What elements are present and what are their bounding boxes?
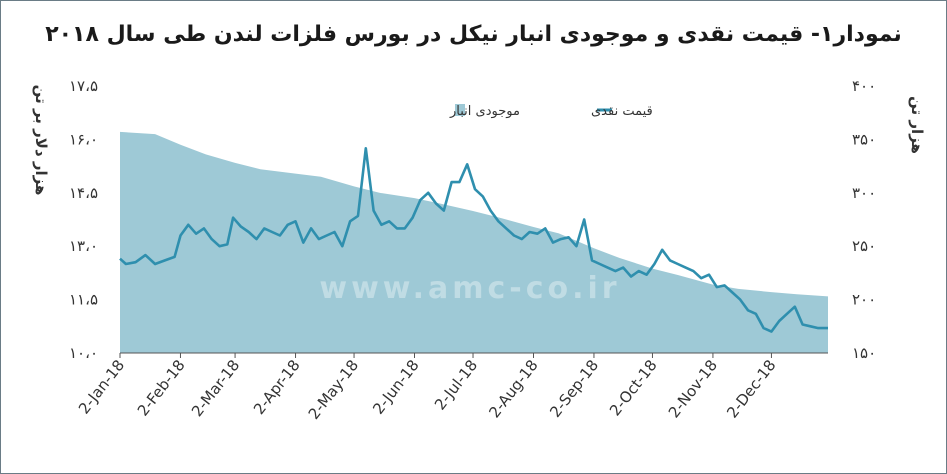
right-tick-label: ۴۰۰ [852,77,876,95]
left-tick-label: ۱۴،۵ [69,184,98,202]
chart-title: نمودار۱- قیمت نقدی و موجودی انبار نیکل د… [45,22,902,47]
right-axis-ticks: ۱۵۰ ۲۰۰ ۲۵۰ ۳۰۰ ۳۵۰ ۴۰۰ [852,77,876,362]
x-tick-label: 2-May-18 [305,356,362,422]
x-tick-label: 2-Jul-18 [431,356,481,413]
inventory-area [120,131,828,353]
x-tick-label: 2-Aug-18 [485,356,541,421]
x-tick-label: 2-Oct-18 [606,356,661,419]
x-tick-label: 2-Sep-18 [546,356,602,420]
x-tick-label: 2-Nov-18 [665,356,721,421]
right-tick-label: ۲۰۰ [852,291,876,309]
right-tick-label: ۳۵۰ [852,130,876,148]
legend-swatch-inventory [455,104,465,116]
left-tick-label: ۱۷،۵ [69,77,98,95]
x-tick-label: 2-Jan-18 [75,356,128,417]
x-tick-label: 2-Jun-18 [369,356,422,417]
inventory-area-layer [120,131,828,353]
legend-label-inventory: موجودی انبار [449,104,520,119]
left-axis-label: هزار دلار بر تن [32,85,50,196]
legend-label-price: قیمت نقدی [591,104,653,119]
right-tick-label: ۳۰۰ [852,184,876,202]
x-axis-ticks: 2-Jan-18 2-Feb-18 2-Mar-18 2-Apr-18 2-May-18… [75,353,780,423]
right-tick-label: ۱۵۰ [852,344,876,362]
watermark-url-layer: www.amc-co.ir [319,271,620,306]
x-tick-label: 2-Feb-18 [134,356,189,419]
x-tick-label: 2-Dec-18 [723,356,779,421]
price-line-layer [119,147,828,333]
left-tick-label: ۱۱،۵ [69,291,98,309]
x-tick-label: 2-Apr-18 [250,356,304,418]
legend: موجودی انبار قیمت نقدی [449,104,653,119]
left-tick-label: ۱۶،۰ [69,130,98,148]
x-tick-label: 2-Mar-18 [188,356,243,420]
watermark-url: www.amc-co.ir [319,271,620,306]
right-tick-label: ۲۵۰ [852,237,876,255]
left-tick-label: ۱۳،۰ [69,237,98,255]
right-axis-label: هزار تن [908,96,926,154]
price-line [119,147,828,333]
left-tick-label: ۱۰،۰ [69,344,98,362]
left-axis-ticks: ۱۰،۰ ۱۱،۵ ۱۳،۰ ۱۴،۵ ۱۶،۰ ۱۷،۵ [69,77,98,362]
